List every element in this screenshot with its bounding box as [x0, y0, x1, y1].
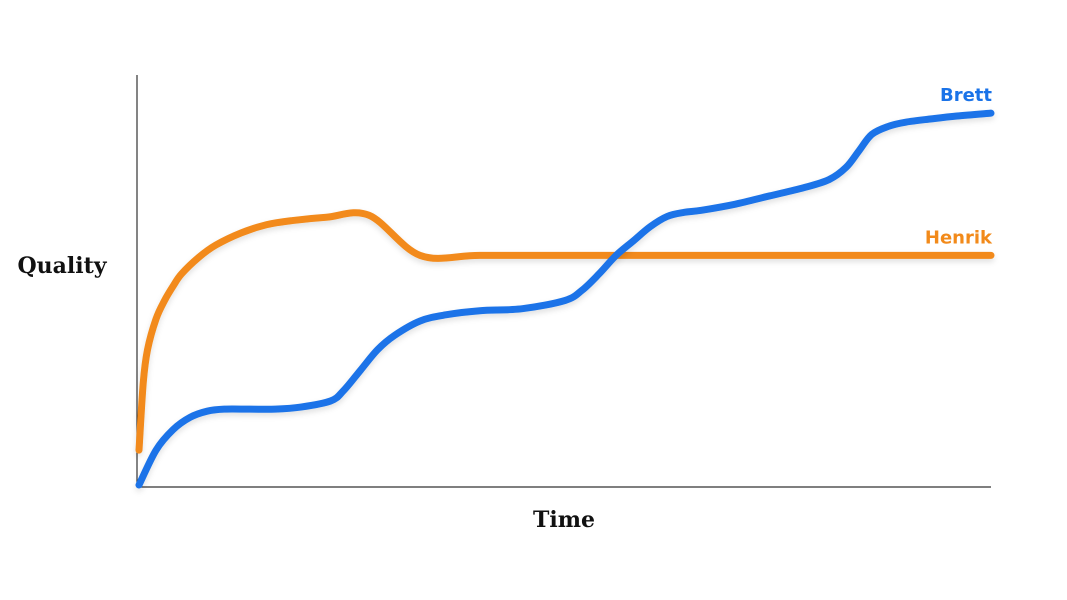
series-layer: Henrik Brett: [135, 85, 995, 489]
y-axis-label: Quality: [17, 253, 107, 279]
axes: [136, 75, 991, 488]
series-line-henrik: [135, 209, 995, 454]
series-label-brett: Brett: [940, 85, 992, 106]
series-label-henrik: Henrik: [925, 227, 993, 248]
series-line-brett: [135, 109, 995, 489]
x-axis-label: Time: [533, 507, 595, 533]
